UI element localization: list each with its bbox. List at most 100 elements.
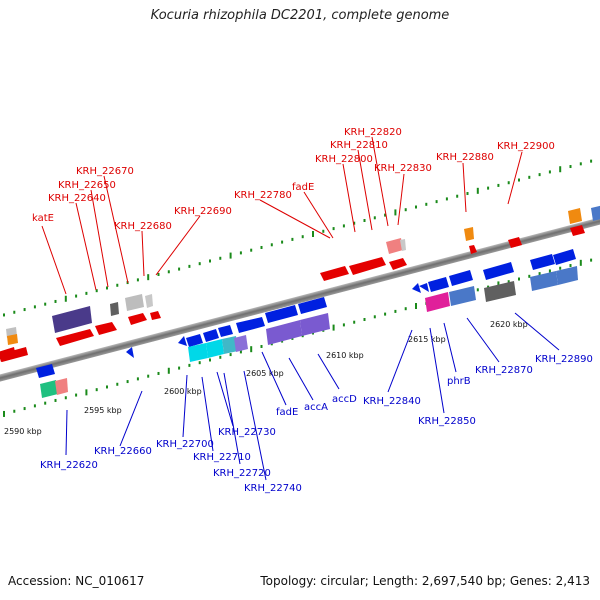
- gene-arrow: [508, 237, 522, 248]
- gene-box: [266, 320, 302, 345]
- gene-label-bottom: KRH_22720: [213, 468, 271, 479]
- scale-tick-label: 2615 kbp: [408, 335, 446, 344]
- guide-dot: [363, 318, 366, 322]
- gene-label-top: KRH_22830: [374, 163, 432, 174]
- guide-dot: [75, 294, 78, 298]
- guide-dot: [188, 363, 191, 367]
- guide-dot: [75, 393, 78, 397]
- gene-box: [556, 266, 578, 285]
- guide-dot: [54, 299, 57, 303]
- guide-dot: [13, 409, 16, 413]
- gene-arrow: [95, 322, 117, 335]
- guide-dot: [239, 251, 242, 255]
- scale-tick-mark: [394, 209, 397, 216]
- guide-dot: [332, 227, 335, 231]
- gene-box: [110, 302, 119, 316]
- guide-dot: [291, 237, 294, 241]
- guide-dot: [281, 240, 284, 244]
- gene-label-top: KRH_22820: [344, 127, 402, 138]
- guide-dot: [64, 396, 67, 400]
- guide-dot: [528, 274, 531, 278]
- gene-label-bottom: KRH_22890: [535, 354, 593, 365]
- guide-dot: [178, 267, 181, 271]
- gene-arrow: [265, 305, 298, 323]
- top-leader-lines: [41, 136, 523, 295]
- guide-dot: [384, 312, 387, 316]
- guide-dot: [239, 350, 242, 354]
- gene-label-top: KRH_22650: [58, 180, 116, 191]
- guide-dot: [342, 323, 345, 327]
- guide-dot: [157, 272, 160, 276]
- gene-arrow: [449, 270, 473, 286]
- guide-dot: [136, 278, 139, 282]
- guide-dot: [353, 320, 356, 324]
- guide-dot: [147, 374, 150, 378]
- gene-arrow: [186, 334, 203, 347]
- scale-tick-mark: [167, 367, 170, 374]
- guide-dot: [136, 377, 139, 381]
- gene-label-bottom: accA: [304, 402, 328, 413]
- guide-dot: [404, 208, 407, 212]
- scale-tick-label: 2610 kbp: [326, 351, 364, 360]
- gene-label-bottom: KRH_22740: [244, 483, 302, 494]
- guide-dot: [250, 248, 253, 252]
- guide-dot: [569, 165, 572, 169]
- guide-dot: [476, 288, 479, 292]
- gene-label-bottom: KRH_22660: [94, 446, 152, 457]
- gene-arrow: [56, 329, 94, 346]
- guide-dot: [260, 245, 263, 249]
- scale-tick-label: 2620 kbp: [490, 320, 528, 329]
- guide-dot: [95, 388, 98, 392]
- scale-tick-label: 2600 kbp: [164, 387, 202, 396]
- guide-dot: [95, 289, 98, 293]
- gene-arrow: [320, 266, 349, 281]
- gene-box: [464, 227, 474, 241]
- gene-label-top: katE: [32, 213, 54, 224]
- upper-guide-line: [3, 159, 593, 317]
- guide-dot: [507, 181, 510, 185]
- guide-dot: [363, 219, 366, 223]
- guide-dot: [487, 186, 490, 190]
- gene-box: [449, 286, 476, 306]
- gene-box: [484, 281, 516, 302]
- gene-arrow: [36, 364, 55, 378]
- gene-box: [188, 343, 208, 362]
- guide-dot: [188, 264, 191, 268]
- gene-box: [52, 306, 92, 333]
- guide-dot: [548, 170, 551, 174]
- guide-dot: [445, 197, 448, 201]
- scale-tick-mark: [559, 166, 562, 173]
- scale-tick-label: 2590 kbp: [4, 427, 42, 436]
- gene-arrow: [570, 225, 585, 236]
- gene-label-top: KRH_22810: [330, 140, 388, 151]
- guide-dot: [518, 178, 520, 182]
- gene-arrow: [530, 254, 555, 270]
- guide-dot: [518, 277, 520, 281]
- gene-label-bottom: KRH_22710: [193, 452, 251, 463]
- scale-tick-mark: [147, 274, 150, 281]
- guide-dot: [415, 205, 417, 209]
- gene-box: [234, 335, 248, 352]
- guide-dot: [209, 358, 211, 362]
- gene-box: [145, 294, 153, 308]
- guide-dot: [301, 235, 304, 239]
- guide-dot: [322, 229, 325, 233]
- gene-arrow: [236, 317, 265, 333]
- gene-arrow: [203, 329, 219, 342]
- guide-dot: [373, 216, 376, 220]
- gene-box: [400, 239, 406, 251]
- gene-arrow: [349, 257, 386, 275]
- gene-box: [568, 208, 582, 224]
- gene-arrow: [128, 313, 147, 325]
- guide-dot: [538, 272, 541, 276]
- guide-dot: [270, 243, 273, 247]
- gene-arrow: [428, 277, 449, 292]
- guide-dot: [579, 162, 582, 166]
- gene-box: [55, 378, 68, 395]
- guide-dot: [229, 353, 232, 357]
- guide-dot: [13, 310, 16, 314]
- gene-box: [591, 205, 600, 221]
- gene-arrow: [389, 258, 407, 270]
- gene-label-top: KRH_22680: [114, 221, 172, 232]
